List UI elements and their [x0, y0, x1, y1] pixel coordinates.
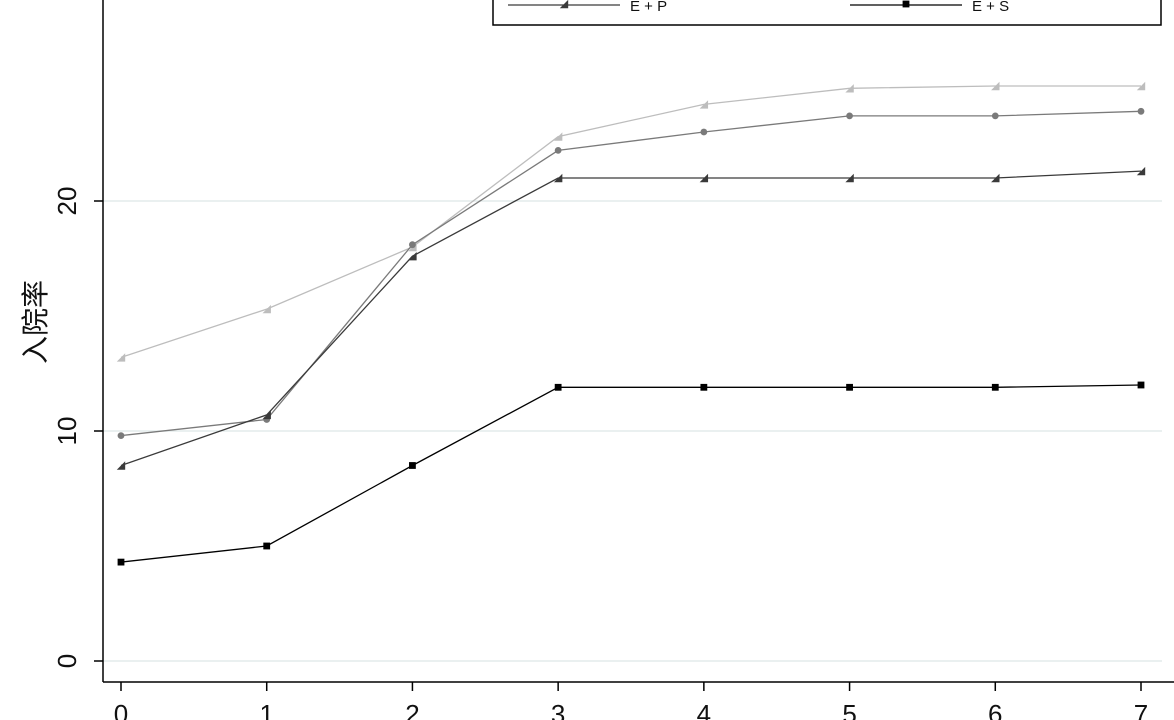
grid-lines [103, 200, 1162, 662]
data-point [1137, 107, 1145, 115]
data-point [262, 410, 271, 420]
data-point [553, 132, 563, 141]
x-tick-label: 2 [405, 699, 419, 720]
data-point [699, 100, 709, 109]
series-line [120, 384, 1142, 563]
series-line [120, 85, 1141, 359]
x-tick-label: 0 [114, 699, 128, 720]
data-point [700, 128, 708, 136]
data-point [117, 432, 125, 439]
legend-item: E + P [508, 0, 667, 15]
legend-marker [902, 0, 910, 8]
data-point [699, 173, 709, 183]
data-point [845, 173, 854, 183]
data-point [991, 383, 999, 391]
data-point [262, 304, 271, 314]
data-point [554, 383, 562, 391]
x-tick-label: 4 [697, 699, 711, 720]
series-3 [116, 166, 1146, 470]
data-point [1136, 166, 1146, 176]
series-line [120, 170, 1142, 467]
legend-label: E + P [630, 0, 667, 15]
series-line [120, 110, 1142, 437]
y-ticks: 0 10 20 [52, 187, 103, 668]
data-point [991, 173, 1000, 183]
series-1 [116, 81, 1146, 362]
data-point [991, 112, 999, 120]
data-point [846, 112, 853, 120]
data-point [409, 462, 416, 469]
data-point [263, 542, 271, 550]
data-point [845, 84, 854, 93]
data-point [846, 383, 853, 391]
y-tick-label: 0 [52, 654, 82, 668]
legend-label: E + S [972, 0, 1009, 15]
data-point [116, 461, 126, 470]
data-point [409, 241, 416, 249]
series-4 [117, 381, 1145, 566]
axes [102, 0, 1174, 683]
x-tick-label: 3 [551, 699, 565, 720]
data-point [554, 147, 562, 154]
y-axis-label: 入院率 [19, 280, 52, 364]
y-tick-label: 20 [52, 187, 82, 216]
data-point [991, 81, 1000, 91]
data-point [117, 558, 125, 566]
legend-marker [559, 0, 569, 9]
y-tick-label: 10 [52, 417, 82, 446]
data-point [116, 353, 126, 362]
legend-items: E + P E + S [508, 0, 1009, 15]
x-tick-label: 6 [988, 699, 1002, 720]
legend-box [492, 0, 1162, 26]
data-point [1136, 81, 1146, 91]
legend-item: E + S [850, 0, 1009, 15]
x-tick-label: 5 [842, 699, 856, 720]
data-point [700, 383, 708, 391]
x-ticks: 0 1 2 3 4 5 6 7 [114, 682, 1148, 720]
x-tick-label: 1 [259, 699, 273, 720]
data-point [553, 173, 563, 183]
data-point [1137, 381, 1145, 389]
series-2 [117, 107, 1145, 439]
legend: E + P E + S [492, 0, 1162, 26]
data-point [408, 252, 417, 261]
series [116, 81, 1146, 566]
x-tick-label: 7 [1134, 699, 1148, 720]
